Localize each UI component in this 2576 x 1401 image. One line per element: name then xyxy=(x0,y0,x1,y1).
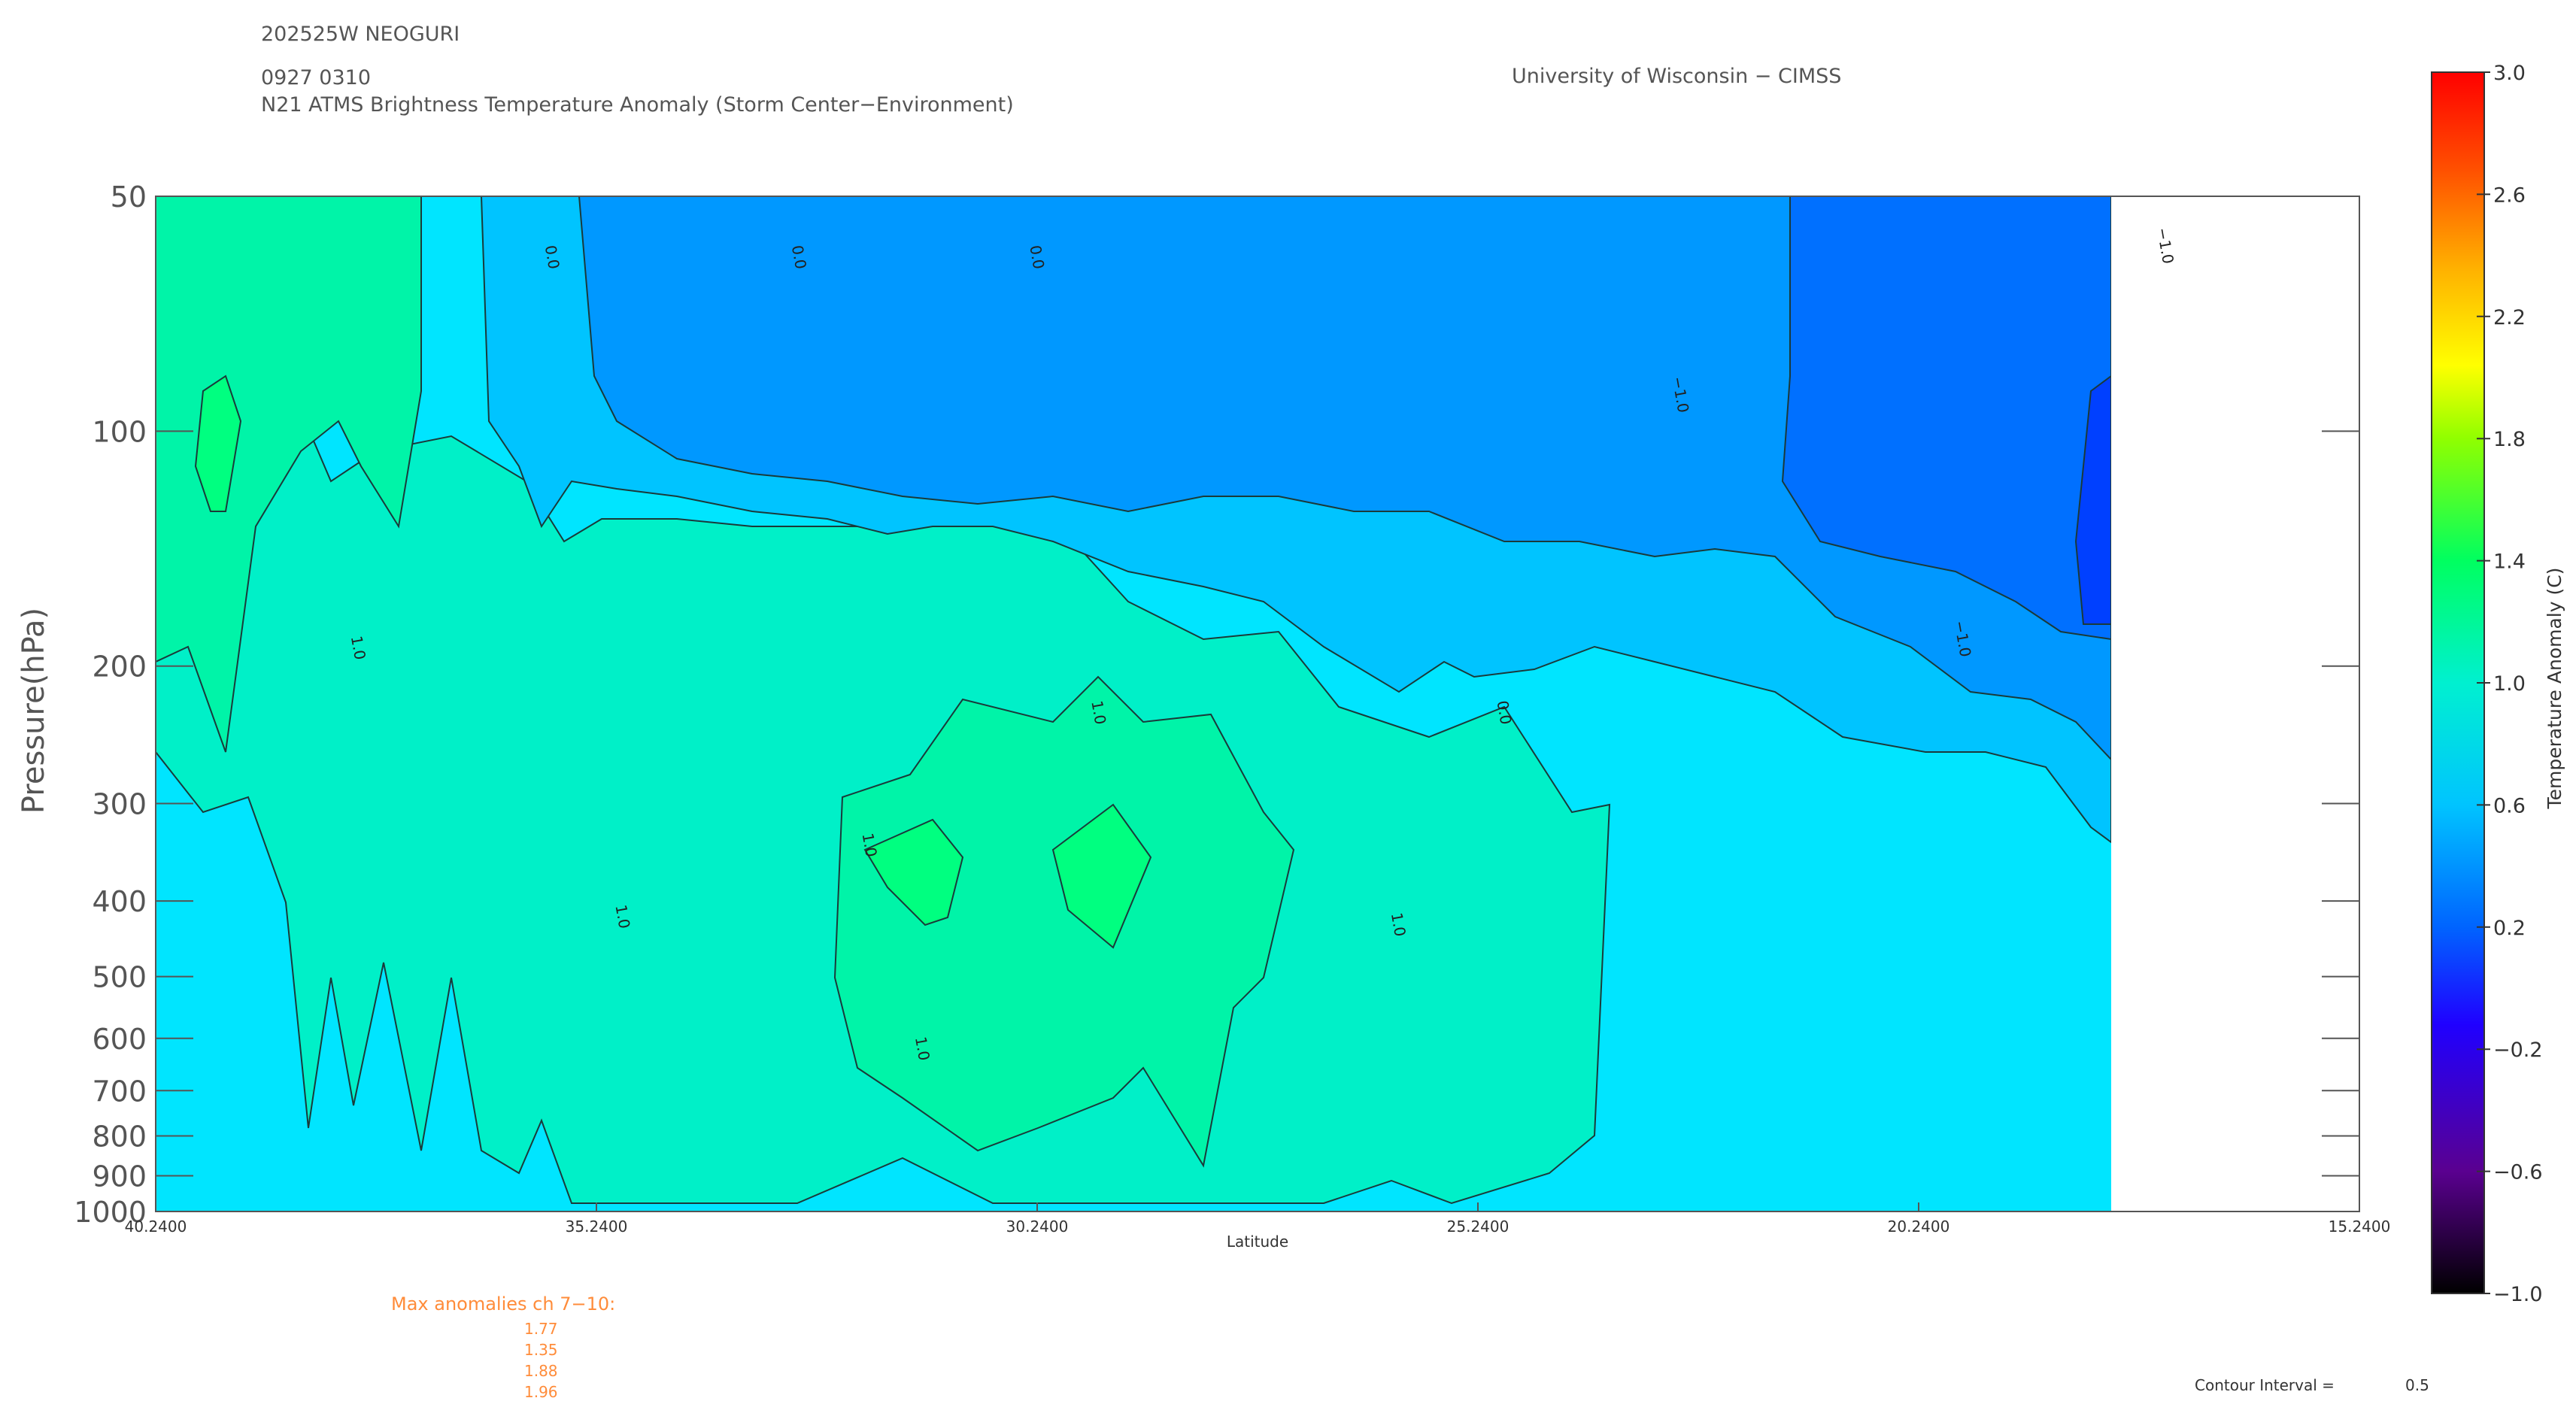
field-midlevel-max-1 xyxy=(863,818,964,926)
colorbar-label: Temperature Anomaly (C) xyxy=(2544,568,2565,810)
datetime: 0927 0310 xyxy=(261,66,372,89)
contour-labels: 0.0 0.0 0.0−1.0−1.0−1.01.01.01.01.01.01.00… xyxy=(347,226,2177,1062)
contour-label: 1.0 xyxy=(859,832,881,858)
x-axis-label: Latitude xyxy=(1227,1233,1288,1251)
x-tick-label: 20.2400 xyxy=(1888,1218,1950,1236)
storm-id: 202525W NEOGURI xyxy=(261,23,460,46)
contour-label: 0.0 xyxy=(542,244,563,270)
contour-interval-value: 0.5 xyxy=(2405,1376,2429,1394)
x-axis: 40.2400 35.2400 30.2400 25.2400 20.2400 15.24… xyxy=(125,1202,2391,1236)
max-anomaly-value: 1.35 xyxy=(524,1341,558,1359)
field-west-upper xyxy=(156,196,422,753)
contour-label: 0.0 xyxy=(788,244,810,270)
max-anomalies-title: Max anomalies ch 7−10: xyxy=(391,1293,616,1315)
institution: University of Wisconsin − CIMSS xyxy=(1512,65,1842,88)
field-west-core xyxy=(194,375,242,512)
x-tick-label: 35.2400 xyxy=(566,1218,628,1236)
x-tick-label: 15.2400 xyxy=(2329,1218,2391,1236)
contour-label: −1.0 xyxy=(2153,226,2177,265)
contour-label: 1.0 xyxy=(611,903,633,929)
max-anomaly-value: 1.96 xyxy=(524,1383,558,1401)
colorbar-tick-label: 0.2 xyxy=(2493,917,2526,940)
y-tick-label: 50 xyxy=(111,180,147,214)
contour-label: 0.0 xyxy=(1026,244,1048,270)
colorbar-tick-label: −0.2 xyxy=(2493,1039,2543,1062)
colorbar-ticks: 3.0 2.6 2.2 1.8 1.4 1.0 0.6 0.2 −0.2 −0.6 −1.0 xyxy=(2477,62,2543,1306)
colorbar-tick-label: 1.0 xyxy=(2493,672,2526,696)
y-tick-label: 800 xyxy=(92,1120,147,1153)
x-tick-label: 40.2400 xyxy=(125,1218,187,1236)
colorbar-tick-label: 0.6 xyxy=(2493,794,2526,817)
field-upper-coldest xyxy=(1781,196,2111,641)
colorbar-tick-label: 2.2 xyxy=(2493,306,2526,329)
field-upper-cold xyxy=(578,196,2111,761)
y-tick-label: 700 xyxy=(92,1075,147,1108)
contour-label: 1.0 xyxy=(912,1036,933,1062)
product-title: N21 ATMS Brightness Temperature Anomaly … xyxy=(261,93,1014,117)
y-tick-label: 400 xyxy=(92,885,147,918)
max-anomaly-value: 1.88 xyxy=(524,1362,558,1380)
x-tick-label: 30.2400 xyxy=(1006,1218,1069,1236)
y-tick-label: 500 xyxy=(92,961,147,994)
y-tick-label: 300 xyxy=(92,787,147,820)
colorbar-tick-label: 1.4 xyxy=(2493,550,2526,574)
colorbar-tick-label: −1.0 xyxy=(2493,1283,2543,1306)
colorbar-tick-label: 3.0 xyxy=(2493,62,2526,85)
y-tick-label: 900 xyxy=(92,1160,147,1193)
plot-frame xyxy=(155,196,2360,1212)
contour-label: 1.0 xyxy=(1388,911,1409,938)
anomaly-field xyxy=(156,196,2359,1211)
y-tick-label: 200 xyxy=(92,650,147,684)
y-tick-label: 100 xyxy=(92,415,147,448)
colorbar-tick-label: 1.8 xyxy=(2493,428,2526,451)
field-no-data xyxy=(2111,196,2359,1211)
contour-label: 1.0 xyxy=(347,635,369,661)
contour-label: 0.0 xyxy=(1493,699,1515,726)
x-tick-label: 25.2400 xyxy=(1447,1218,1509,1236)
colorbar-tick-label: 2.6 xyxy=(2493,183,2526,207)
field-midlevel-core xyxy=(833,675,1295,1168)
y-tick-label: 600 xyxy=(92,1023,147,1056)
colorbar-tick-label: −0.6 xyxy=(2493,1161,2543,1184)
contour-label: 1.0 xyxy=(1088,699,1109,726)
colorbar xyxy=(2431,71,2485,1294)
contour-interval-label: Contour Interval = xyxy=(2195,1376,2335,1394)
max-anomaly-value: 1.77 xyxy=(524,1320,558,1338)
y-tick-label: 1000 xyxy=(74,1196,147,1229)
y-axis-label: Pressure(hPa) xyxy=(17,608,51,814)
field-upper-min xyxy=(2074,375,2111,625)
field-midlevel-max-2 xyxy=(1051,803,1152,949)
